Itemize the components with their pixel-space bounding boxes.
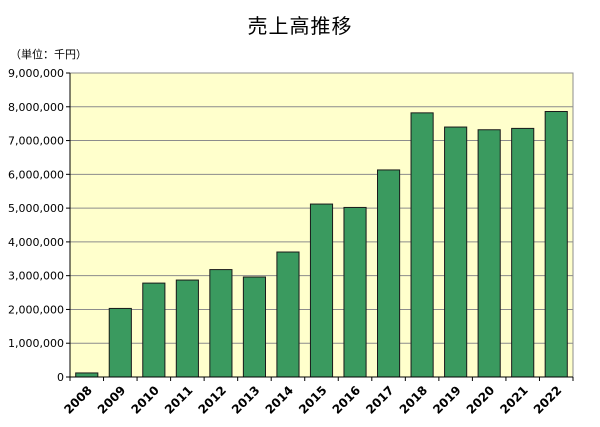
bars [75,111,568,378]
bar-2013 [242,276,266,378]
x-tick-label: 2016 [330,383,364,417]
bar-2016 [343,206,367,378]
x-tick-label: 2022 [531,383,565,417]
x-tick-label: 2015 [296,383,330,417]
unit-label: （単位：千円） [10,48,87,61]
y-tick-label: 2,000,000 [8,303,64,316]
y-tick-label: 1,000,000 [8,337,64,350]
x-tick-label: 2017 [363,383,397,417]
x-tick-label: 2011 [162,383,196,417]
bar-2008 [75,372,99,378]
x-tick-label: 2008 [61,383,95,417]
x-tick-label: 2019 [430,383,464,417]
y-tick-label: 7,000,000 [8,135,64,148]
x-tick-label: 2013 [229,383,263,417]
y-tick-label: 3,000,000 [8,270,64,283]
bar-2022 [544,111,568,378]
bar-2015 [309,203,334,378]
bar-2021 [511,127,535,378]
y-tick-label: 9,000,000 [8,67,64,80]
y-axis-tick-labels: 0 1,000,000 2,000,000 3,000,000 4,000,000 5,0… [8,67,70,384]
y-tick-label: 5,000,000 [8,202,64,215]
y-tick-label: 8,000,000 [8,101,64,114]
x-tick-label: 2009 [95,383,129,417]
bar-2010 [142,282,166,378]
x-tick-label: 2014 [263,383,297,417]
chart-title: 売上高推移 [247,14,353,38]
bar-2017 [377,169,401,378]
x-axis-tick-labels: 2008 2009 2010 2011 2012 2013 2014 2015 2016 2017… [61,377,574,417]
bar-2012 [209,269,233,378]
x-tick-label: 2012 [196,383,230,417]
bar-2011 [175,279,199,378]
x-tick-label: 2021 [497,383,531,417]
x-tick-label: 2018 [397,383,431,417]
y-tick-label: 6,000,000 [8,168,64,181]
x-tick-label: 2020 [464,383,498,417]
bar-2009 [108,307,132,378]
bar-2019 [444,126,468,378]
bar-2014 [276,251,300,378]
bar-2020 [477,129,501,378]
y-tick-label: 4,000,000 [8,236,64,249]
x-tick-label: 2010 [128,383,162,417]
y-tick-label: 0 [57,371,64,384]
bar-2018 [410,112,434,378]
